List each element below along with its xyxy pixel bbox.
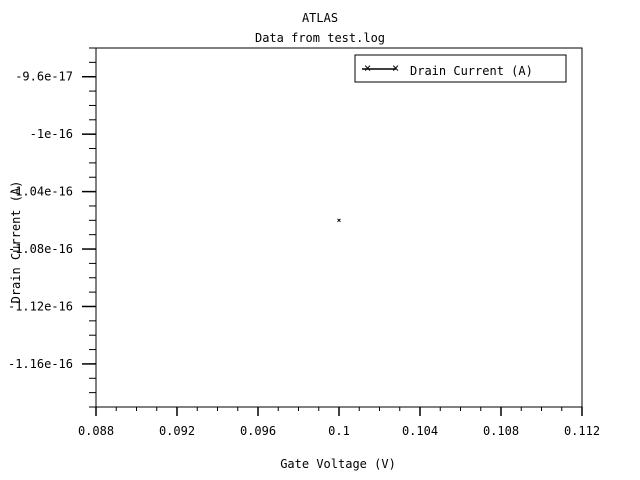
chart-title: ATLAS	[302, 11, 338, 25]
x-axis-ticks: 0.088 0.092 0.096 0.1 0.104 0.108 0.112	[78, 407, 600, 438]
x-tick-label: 0.092	[159, 424, 195, 438]
x-tick-label: 0.096	[240, 424, 276, 438]
legend-label-drain-current: Drain Current (A)	[410, 64, 533, 78]
x-axis-label: Gate Voltage (V)	[280, 457, 396, 471]
series-layer	[338, 219, 341, 222]
legend-marker-drain-current: ×	[364, 61, 371, 75]
y-tick-label: -1e-16	[30, 127, 73, 141]
legend: × × Drain Current (A)	[355, 55, 566, 82]
x-tick-label: 0.088	[78, 424, 114, 438]
data-point	[338, 219, 341, 222]
x-tick-label: 0.104	[402, 424, 438, 438]
y-tick-label: -9.6e-17	[15, 70, 73, 84]
x-tick-label: 0.108	[483, 424, 519, 438]
legend-marker-end-drain-current: ×	[392, 61, 399, 75]
x-tick-label: 0.112	[564, 424, 600, 438]
plot-area	[96, 48, 582, 407]
x-tick-label: 0.1	[328, 424, 350, 438]
y-tick-label: -1.16e-16	[8, 357, 73, 371]
chart-subtitle: Data from test.log	[255, 31, 385, 45]
y-axis-label: Drain Current (A)	[9, 181, 23, 304]
